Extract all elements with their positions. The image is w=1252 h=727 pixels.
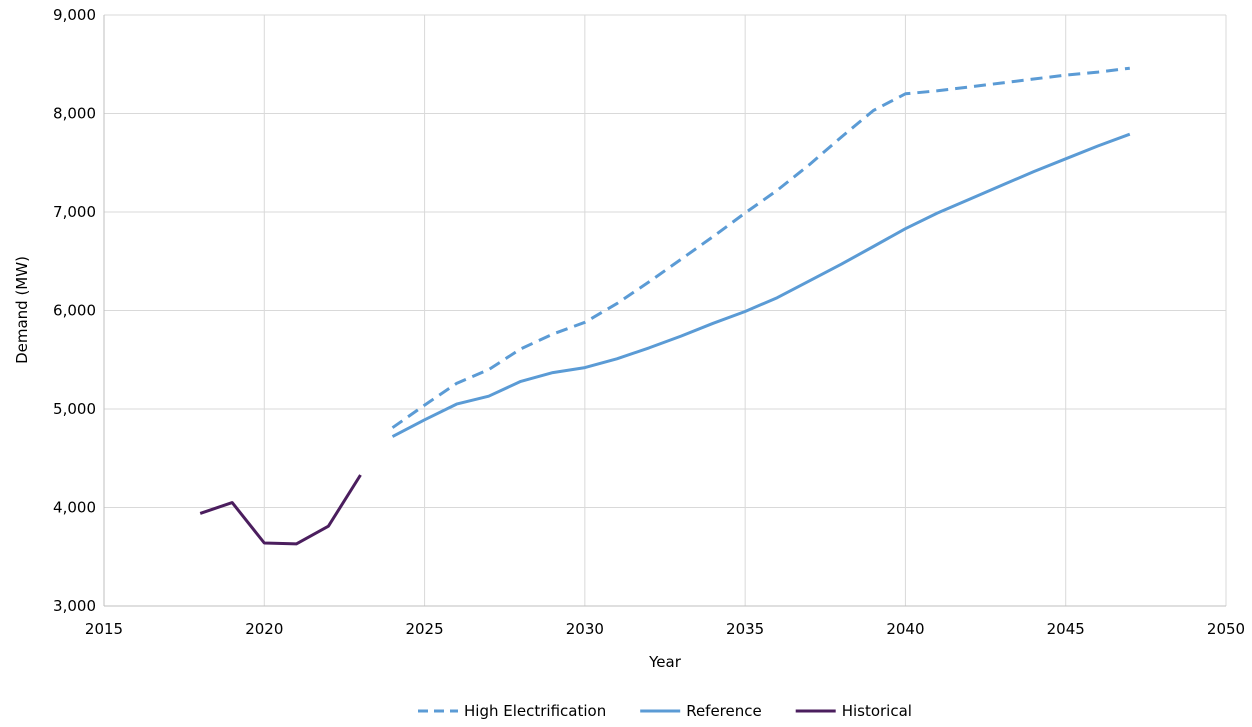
- legend-item-reference: Reference: [640, 702, 762, 720]
- y-tick-label: 4,000: [53, 499, 96, 517]
- x-tick-label: 2035: [726, 620, 764, 638]
- x-tick-label: 2050: [1207, 620, 1245, 638]
- series-line-reference: [391, 132, 1131, 438]
- series-line-historical: [199, 474, 362, 546]
- x-tick-label: 2040: [886, 620, 924, 638]
- legend: High Electrification Reference Historical: [418, 702, 912, 720]
- legend-label: High Electrification: [464, 702, 606, 720]
- series-lines: [199, 66, 1131, 546]
- series-line-high-electrification: [391, 66, 1130, 429]
- gridlines: [104, 14, 1227, 606]
- legend-label: Historical: [842, 702, 912, 720]
- x-tick-label: 2025: [405, 620, 443, 638]
- tick-labels: 3,000 4,000 5,000 6,000 7,000 8,000 9,000 2015 2…: [53, 6, 1245, 638]
- y-tick-label: 5,000: [53, 400, 96, 418]
- x-tick-label: 2015: [85, 620, 123, 638]
- x-axis-title: Year: [648, 653, 682, 671]
- y-tick-label: 9,000: [53, 6, 96, 24]
- x-tick-label: 2045: [1047, 620, 1085, 638]
- y-axis-title: Demand (MW): [13, 256, 31, 364]
- legend-label: Reference: [686, 702, 762, 720]
- x-tick-label: 2030: [566, 620, 604, 638]
- axes: [103, 15, 1226, 607]
- legend-item-high-electrification: High Electrification: [418, 702, 606, 720]
- y-tick-label: 6,000: [53, 302, 96, 320]
- y-tick-label: 8,000: [53, 105, 96, 123]
- x-tick-label: 2020: [245, 620, 283, 638]
- y-tick-label: 7,000: [53, 203, 96, 221]
- y-tick-label: 3,000: [53, 597, 96, 615]
- legend-item-historical: Historical: [795, 702, 912, 720]
